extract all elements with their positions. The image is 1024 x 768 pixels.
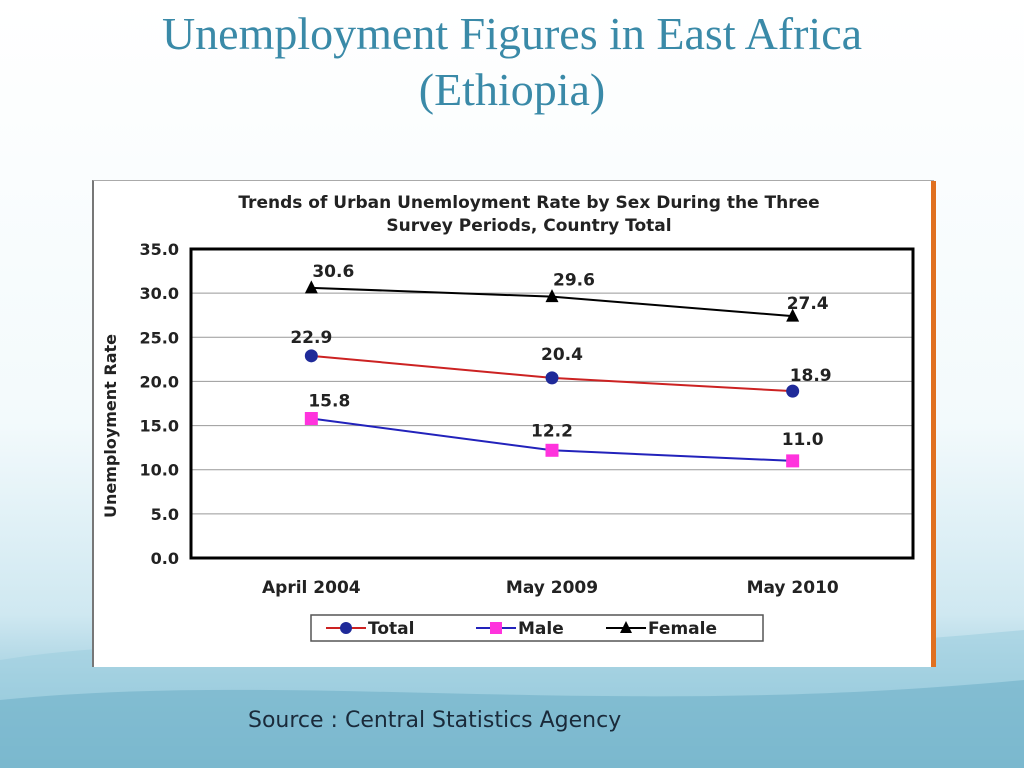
data-point-male (545, 443, 559, 457)
y-tick-label: 5.0 (151, 505, 179, 524)
y-tick-label: 0.0 (151, 549, 179, 568)
slide-title-line-2: (Ethiopia) (418, 64, 606, 115)
data-point-total (304, 349, 318, 363)
data-label-female: 30.6 (312, 262, 354, 282)
y-tick-label: 25.0 (140, 328, 179, 347)
source-note: Source : Central Statistics Agency (248, 708, 622, 733)
data-label-female: 27.4 (787, 294, 829, 314)
data-point-male (304, 412, 318, 426)
x-tick-label: May 2009 (506, 578, 598, 598)
data-label-total: 20.4 (541, 345, 583, 365)
legend-box (310, 614, 764, 642)
legend-marker-male (490, 622, 502, 634)
data-label-total: 22.9 (290, 328, 332, 348)
line-chart: Trends of Urban Unemloyment Rate by Sex … (101, 193, 915, 642)
data-point-female (786, 308, 800, 322)
x-tick-label: May 2010 (747, 578, 839, 598)
plot-area-border (189, 247, 915, 560)
legend-marker-total (340, 622, 352, 634)
chart-frame-accent (931, 181, 936, 667)
chart-frame: Trends of Urban Unemloyment Rate by Sex … (92, 180, 936, 667)
data-label-male: 11.0 (782, 430, 824, 450)
series-group: 22.9 20.4 18.9 15.8 12.2 11.0 30.6 29.6 27.4 (290, 262, 832, 468)
y-tick-label: 30.0 (140, 284, 179, 303)
chart-title-line-1: Trends of Urban Unemloyment Rate by Sex … (238, 193, 819, 213)
data-label-male: 15.8 (308, 392, 350, 412)
legend-marker-female (620, 621, 632, 633)
y-tick-label: 20.0 (140, 372, 179, 391)
legend-label-female: Female (648, 619, 717, 639)
slide-title-line-1: Unemployment Figures in East Africa (161, 8, 863, 59)
data-point-female (304, 280, 318, 294)
legend: Total Male Female (310, 614, 764, 642)
data-label-female: 29.6 (553, 271, 595, 291)
legend-label-male: Male (518, 619, 564, 639)
data-point-male (786, 454, 800, 468)
slide-title: Unemployment Figures in East Africa (Eth… (0, 6, 1024, 118)
x-tick-label: April 2004 (262, 578, 361, 598)
data-label-male: 12.2 (531, 421, 573, 441)
data-label-total: 18.9 (790, 366, 832, 386)
data-point-female (545, 289, 559, 303)
y-tick-label: 10.0 (140, 461, 179, 480)
legend-label-total: Total (368, 619, 414, 639)
y-axis-label: Unemployment Rate (101, 334, 120, 518)
y-tick-labels: 0.0 5.0 10.0 15.0 20.0 25.0 30.0 35.0 (140, 240, 179, 568)
x-tick-labels: April 2004 May 2009 May 2010 (262, 578, 839, 598)
y-tick-label: 15.0 (140, 417, 179, 436)
data-point-total (545, 371, 559, 385)
chart-title-line-2: Survey Periods, Country Total (386, 216, 671, 236)
grid-lines (191, 292, 913, 515)
y-tick-label: 35.0 (140, 240, 179, 259)
data-point-total (786, 384, 800, 398)
